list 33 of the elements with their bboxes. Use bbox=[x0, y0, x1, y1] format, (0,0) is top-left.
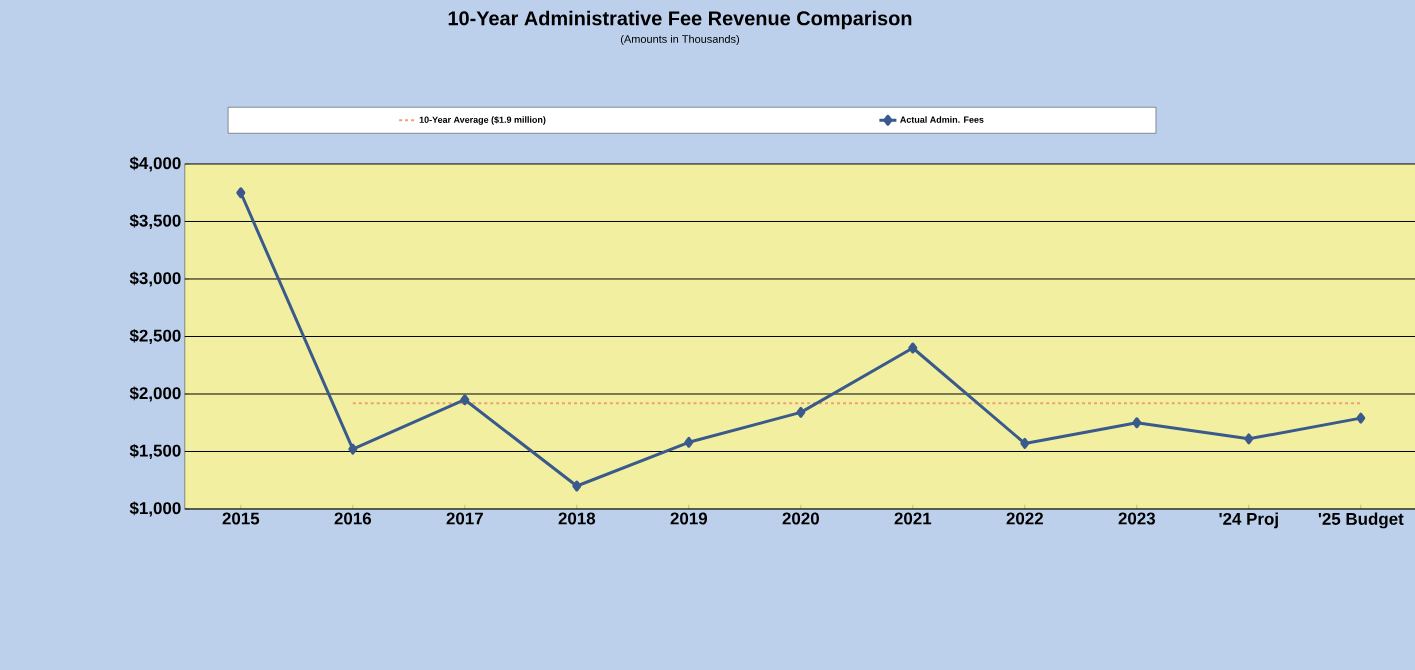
y-tick-label: $1,000 bbox=[129, 501, 181, 517]
y-tick-label: $2,000 bbox=[129, 386, 181, 402]
x-tick-label: '25 Budget bbox=[1318, 512, 1404, 529]
x-tick-label: 2021 bbox=[894, 512, 932, 525]
chart-subtitle: (Amounts in Thousands) bbox=[620, 34, 739, 46]
y-tick-label: $1,500 bbox=[129, 443, 181, 460]
x-tick-label: 2018 bbox=[558, 512, 596, 525]
point bbox=[908, 342, 918, 354]
point bbox=[1020, 437, 1030, 449]
y-tick-label: $4,000 bbox=[129, 156, 181, 172]
x-tick-label: 2020 bbox=[782, 512, 819, 525]
x-tick-label: 2022 bbox=[1006, 512, 1043, 525]
chart-title: 10-Year Administrative Fee Revenue Comparison bbox=[448, 10, 912, 30]
point bbox=[572, 480, 582, 492]
x-tick-label: '24 Proj bbox=[1219, 512, 1278, 529]
x-tick-label: 2023 bbox=[1118, 512, 1156, 525]
point bbox=[236, 187, 246, 199]
y-tick-label: $2,500 bbox=[129, 328, 181, 345]
point bbox=[460, 394, 470, 406]
y-tick-label: $3,500 bbox=[129, 213, 181, 230]
y-tick-label: $3,000 bbox=[129, 271, 181, 287]
point bbox=[348, 443, 358, 455]
point bbox=[796, 406, 806, 418]
x-tick-label: 2019 bbox=[670, 512, 708, 525]
x-tick-label: 2017 bbox=[446, 512, 483, 525]
point bbox=[684, 436, 694, 448]
x-tick-label: 2016 bbox=[334, 512, 372, 525]
point bbox=[1132, 417, 1142, 429]
point bbox=[1356, 412, 1366, 424]
point bbox=[1244, 433, 1254, 445]
legend-label: 10-Year Average ($1.9 million) bbox=[419, 116, 546, 125]
legend-label: Actual Admin. Fees bbox=[900, 116, 984, 123]
x-tick-label: 2015 bbox=[222, 512, 260, 525]
